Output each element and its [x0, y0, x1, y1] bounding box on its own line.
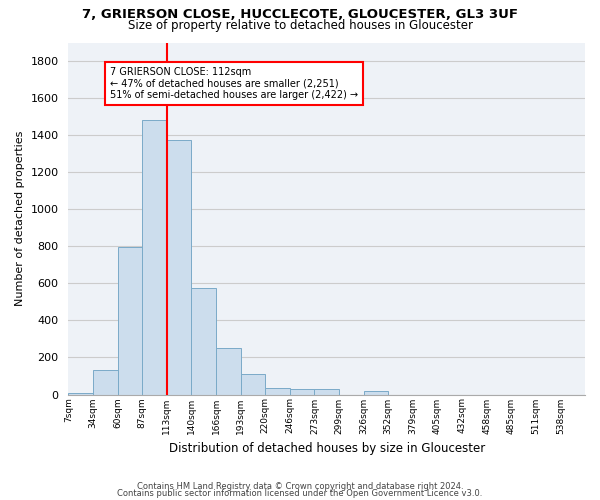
Bar [314, 389, 339, 394]
Text: 7 GRIERSON CLOSE: 112sqm
← 47% of detached houses are smaller (2,251)
51% of sem: 7 GRIERSON CLOSE: 112sqm ← 47% of detach… [110, 67, 358, 100]
Bar [142, 120, 167, 394]
Text: Size of property relative to detached houses in Gloucester: Size of property relative to detached ho… [128, 18, 473, 32]
Bar [118, 247, 142, 394]
Bar [265, 388, 290, 394]
Bar [364, 391, 388, 394]
Bar [68, 392, 93, 394]
Bar [93, 370, 118, 394]
Text: Contains public sector information licensed under the Open Government Licence v3: Contains public sector information licen… [118, 488, 482, 498]
Bar [216, 348, 241, 395]
Bar [241, 374, 265, 394]
Text: 7, GRIERSON CLOSE, HUCCLECOTE, GLOUCESTER, GL3 3UF: 7, GRIERSON CLOSE, HUCCLECOTE, GLOUCESTE… [82, 8, 518, 20]
Bar [290, 389, 314, 394]
Bar [191, 288, 216, 395]
Bar [167, 140, 191, 394]
Text: Contains HM Land Registry data © Crown copyright and database right 2024.: Contains HM Land Registry data © Crown c… [137, 482, 463, 491]
Y-axis label: Number of detached properties: Number of detached properties [15, 131, 25, 306]
X-axis label: Distribution of detached houses by size in Gloucester: Distribution of detached houses by size … [169, 442, 485, 455]
